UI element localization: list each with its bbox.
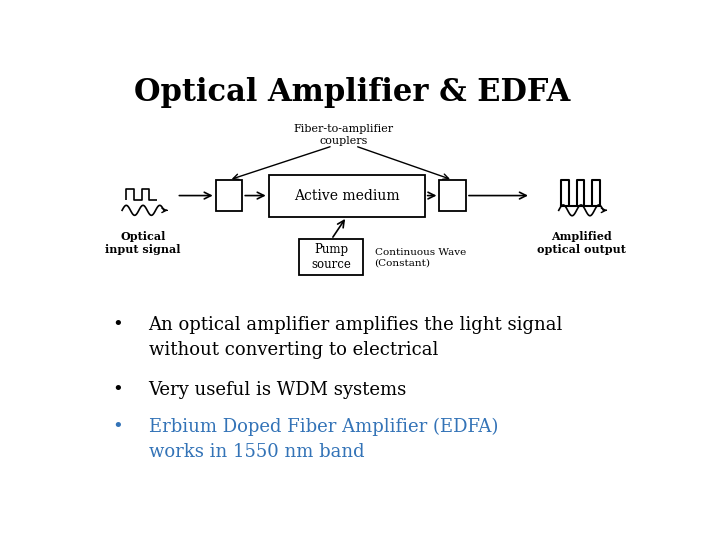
Text: An optical amplifier amplifies the light signal
without converting to electrical: An optical amplifier amplifies the light…: [148, 316, 563, 359]
Bar: [269, 175, 425, 217]
Bar: [215, 180, 243, 211]
Bar: [439, 180, 466, 211]
Text: Amplified
optical output: Amplified optical output: [536, 231, 626, 255]
Text: Pump
source: Pump source: [311, 243, 351, 271]
Bar: [300, 239, 364, 275]
Text: •: •: [112, 381, 123, 399]
Text: •: •: [112, 418, 123, 436]
Text: Optical
input signal: Optical input signal: [105, 231, 181, 255]
Text: Fiber-to-amplifier
couplers: Fiber-to-amplifier couplers: [294, 124, 394, 146]
Text: Very useful is WDM systems: Very useful is WDM systems: [148, 381, 407, 399]
Text: Erbium Doped Fiber Amplifier (EDFA)
works in 1550 nm band: Erbium Doped Fiber Amplifier (EDFA) work…: [148, 418, 498, 462]
Text: Continuous Wave
(Constant): Continuous Wave (Constant): [374, 248, 466, 268]
Text: •: •: [112, 316, 123, 334]
Text: Optical Amplifier & EDFA: Optical Amplifier & EDFA: [134, 77, 570, 109]
Text: Active medium: Active medium: [294, 189, 400, 203]
